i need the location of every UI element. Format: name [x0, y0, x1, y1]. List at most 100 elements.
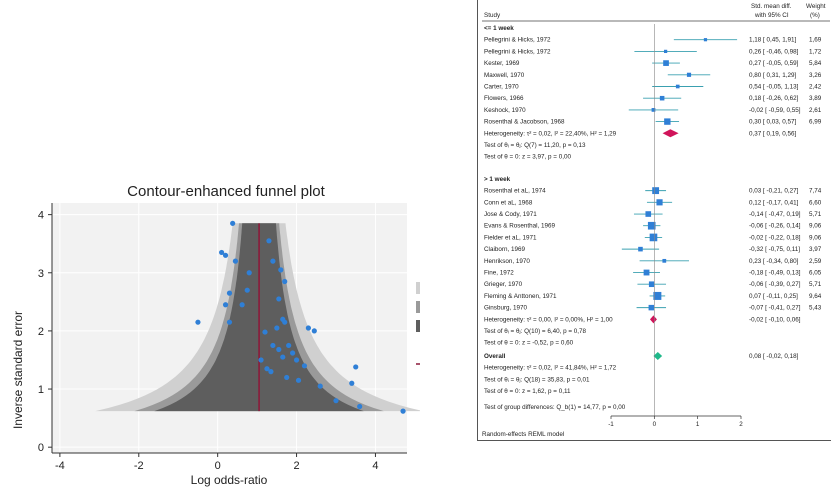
- forest-x-tick-label: 1: [696, 421, 700, 428]
- study-point: [293, 357, 300, 363]
- legend-swatch: [416, 282, 442, 294]
- study-point: [400, 408, 406, 414]
- study-marker: [663, 49, 668, 54]
- study-point: [290, 350, 296, 356]
- funnel-plot-svg: -4 -2 0 2 4 0 1 2 3 4 Contour-enhanced funnel plot…: [11, 183, 482, 487]
- study-point: [274, 325, 280, 331]
- study-point: [349, 380, 355, 386]
- study-weight: 2,42: [809, 84, 822, 91]
- overall-test: Test of θ = 0: z = 1,62, p = 0,11: [484, 388, 571, 395]
- study-weight: 9,64: [809, 293, 822, 300]
- study-point: [232, 258, 239, 264]
- study-marker: [675, 84, 680, 89]
- study-point: [222, 302, 229, 308]
- group-label: <= 1 week: [484, 25, 514, 32]
- study-point: [195, 319, 201, 325]
- group-summary-diamond: [650, 315, 657, 324]
- study-effect-ci: 0,12 [ -0,17, 0,41]: [749, 199, 799, 206]
- study-effect-ci: -0,07 [ -0,41, 0,27]: [749, 305, 801, 312]
- study-name: Pellegrini & Hicks, 1972: [484, 37, 551, 44]
- study-name: Jose & Cody, 1971: [484, 211, 537, 218]
- x-axis-label: Log odds-ratio: [191, 473, 268, 487]
- study-point: [282, 319, 288, 325]
- study-weight: 5,71: [809, 211, 822, 218]
- legend-swatch: [416, 320, 442, 332]
- study-marker: [686, 72, 692, 77]
- study-marker: [647, 221, 656, 230]
- study-weight: 6,60: [809, 199, 822, 206]
- study-effect-ci: 0,54 [ -0,05, 1,13]: [749, 84, 799, 91]
- forest-plot-svg: Std. mean diff. with 95% CI Weight (%) Study…: [482, 3, 830, 438]
- study-marker: [649, 233, 658, 242]
- study-weight: 3,89: [809, 95, 822, 102]
- study-point: [219, 249, 225, 256]
- study-weight: 3,97: [809, 246, 822, 253]
- study-name: Ginsburg, 1970: [484, 305, 528, 312]
- study-weight: 6,05: [809, 270, 822, 277]
- study-effect-ci: 0,23 [ -0,34, 0,80]: [749, 258, 799, 265]
- study-point: [268, 369, 274, 375]
- overall-effect: 0,08 [ -0,02, 0,18]: [749, 353, 799, 360]
- study-name: Fine, 1972: [484, 270, 514, 277]
- group-test: Test of θ = 0: z = 3,97, p = 0,00: [484, 154, 571, 161]
- study-point: [226, 290, 233, 296]
- study-effect-ci: 0,80 [ 0,31, 1,29]: [749, 72, 797, 79]
- study-weight: 5,84: [809, 60, 822, 67]
- study-marker: [656, 199, 663, 206]
- study-point: [282, 278, 288, 285]
- study-point: [333, 398, 339, 404]
- group-heterogeneity: Heterogeneity: τ² = 0,00, I² = 0,00%, H²…: [484, 316, 613, 323]
- study-point: [305, 325, 311, 331]
- study-effect-ci: 0,27 [ -0,05, 0,59]: [749, 60, 799, 67]
- study-name: Keshock, 1970: [484, 107, 526, 114]
- y-tick-label: 0: [38, 442, 44, 454]
- y-tick-label: 1: [38, 384, 44, 396]
- study-point: [295, 377, 302, 383]
- x-tick-label: 4: [372, 460, 378, 472]
- study-point: [262, 329, 268, 335]
- study-point: [246, 270, 252, 276]
- group-test: Test of θᵢ = θⱼ: Q(7) = 11,20, p = 0,13: [484, 142, 586, 149]
- study-point: [230, 220, 236, 226]
- study-name: Fielder et aL, 1971: [484, 234, 537, 241]
- study-point: [239, 302, 245, 308]
- y-tick-label: 2: [38, 326, 44, 338]
- study-point: [301, 363, 308, 369]
- y-tick-label: 3: [38, 268, 44, 280]
- study-marker: [643, 269, 650, 276]
- header-weight-unit: (%): [810, 12, 820, 19]
- study-name: Henrikson, 1970: [484, 258, 530, 265]
- header-effect: Std. mean diff.: [751, 3, 792, 10]
- study-marker: [645, 211, 652, 217]
- study-weight: 6,99: [809, 119, 822, 126]
- header-study: Study: [484, 12, 501, 19]
- study-weight: 5,43: [809, 305, 822, 312]
- study-point: [266, 238, 272, 244]
- overall-diamond: [653, 352, 663, 360]
- forest-plot-panel: Std. mean diff. with 95% CI Weight (%) Study…: [477, 0, 831, 441]
- y-axis-label: Inverse standard error: [11, 311, 25, 429]
- chart-title: Contour-enhanced funnel plot: [127, 183, 325, 200]
- study-point: [357, 403, 363, 410]
- study-weight: 2,59: [809, 258, 822, 265]
- study-name: Claiborn, 1969: [484, 246, 525, 253]
- study-name: Carter, 1970: [484, 84, 519, 91]
- forest-x-tick-label: 2: [739, 421, 743, 428]
- header-weight: Weight: [806, 3, 826, 10]
- x-tick-label: 0: [215, 460, 221, 472]
- study-marker: [648, 304, 655, 311]
- study-point: [311, 328, 317, 334]
- study-name: Maxwell, 1970: [484, 72, 525, 79]
- study-point: [317, 383, 323, 389]
- group-label: > 1 week: [484, 176, 511, 183]
- study-effect-ci: -0,32 [ -0,75, 0,11]: [749, 246, 800, 253]
- study-name: Rosenthal & Jacobson, 1968: [484, 119, 565, 126]
- study-effect-ci: 0,30 [ 0,03, 0,57]: [749, 119, 797, 126]
- study-point: [353, 364, 359, 370]
- study-name: Conn et aL, 1968: [484, 199, 533, 206]
- y-tick-label: 4: [38, 210, 44, 222]
- study-point: [264, 366, 270, 372]
- study-effect-ci: -0,02 [ -0,59, 0,55]: [749, 107, 801, 114]
- study-effect-ci: -0,14 [ -0,47, 0,19]: [749, 211, 801, 218]
- study-name: Fleming & Anttonen, 1971: [484, 293, 557, 300]
